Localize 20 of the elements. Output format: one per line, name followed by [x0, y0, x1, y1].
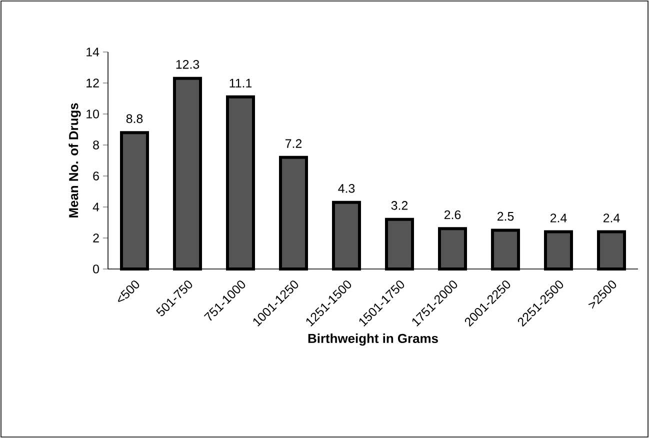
- y-tick-label: 10: [86, 110, 99, 118]
- data-label: 11.1: [230, 78, 252, 88]
- y-tick-label: 6: [93, 172, 99, 180]
- data-label: 2.4: [550, 214, 567, 222]
- data-label: 2.4: [603, 214, 620, 222]
- y-tick-label: 14: [86, 48, 100, 56]
- y-tick-label: 4: [92, 202, 100, 212]
- data-label: 12.3: [176, 60, 200, 69]
- data-label: 2.6: [444, 210, 461, 220]
- y-tick-label: 12: [86, 78, 99, 88]
- x-axis-title: Birthweight in Grams: [308, 334, 438, 346]
- y-axis-title: Mean No. of Drugs: [68, 103, 81, 218]
- data-label: 8.8: [126, 114, 143, 124]
- y-tick-label: 0: [93, 264, 99, 274]
- data-label: 4.3: [338, 184, 355, 193]
- data-label: 2.5: [497, 212, 514, 221]
- y-tick-label: 2: [93, 234, 99, 242]
- data-label: 3.2: [391, 201, 408, 210]
- data-label: 7.2: [285, 139, 302, 148]
- y-tick-label: 8: [93, 140, 99, 150]
